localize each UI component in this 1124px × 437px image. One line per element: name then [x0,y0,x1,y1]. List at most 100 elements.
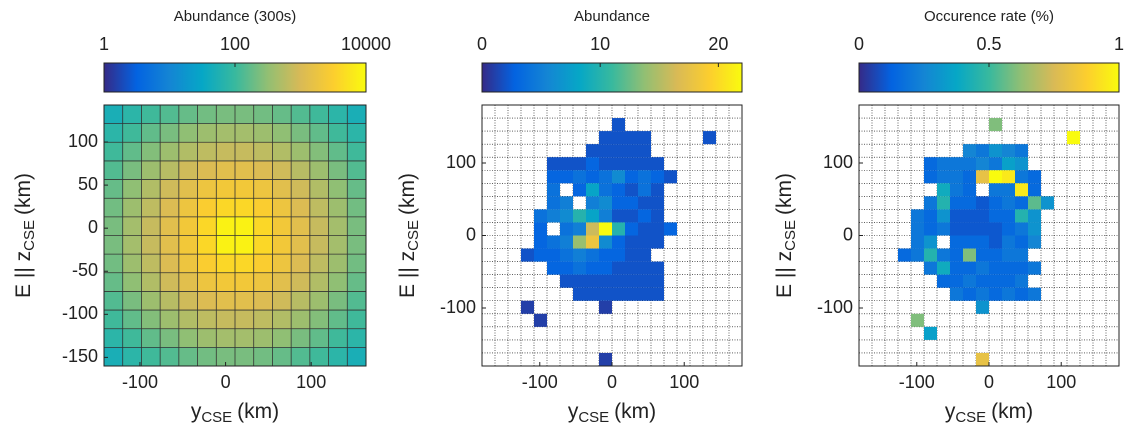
cell [573,209,586,223]
cell [328,105,348,124]
cell [347,105,367,124]
cell [560,235,573,249]
cell [328,254,348,274]
cell [1015,144,1028,158]
cell [1015,170,1028,184]
cell [638,287,651,301]
cell [560,170,573,184]
cell [573,222,586,236]
y-tick-label: 100 [68,131,98,151]
y-tick-label: -100 [817,297,853,317]
y-tick-label: -50 [72,260,98,280]
cell [197,235,217,255]
colorbar [103,62,367,93]
cell [612,209,625,223]
cell [599,235,612,249]
cell [291,254,311,274]
cell [141,142,161,162]
cell [104,179,124,199]
cell [1015,235,1028,249]
cell [272,198,292,218]
x-tick-label: 100 [669,372,699,392]
cell [963,274,976,288]
cell [976,222,989,236]
cell [937,170,950,184]
cell [638,183,651,197]
cell [651,196,664,210]
cell [328,198,348,218]
label-unit: (km) [237,400,279,423]
cell [309,179,329,199]
cell [586,287,599,301]
cell [1002,183,1015,197]
cell [141,347,161,367]
cell [141,254,161,274]
cell [178,310,198,330]
cell [328,235,348,255]
x-tick-label: -100 [122,372,158,392]
cell [573,183,586,197]
cell [122,142,142,162]
cell [347,328,367,348]
cell [309,160,329,180]
y-tick-label: -100 [440,297,476,317]
cell [937,157,950,171]
cell [976,196,989,210]
cell [272,105,292,124]
cell [976,352,989,366]
cell [197,179,217,199]
x-tick-label: 0 [607,372,617,392]
y-tick-label: -150 [62,346,98,366]
cell [950,170,963,184]
cell [347,272,367,292]
cell [547,196,560,210]
cell [235,254,255,274]
cell [963,209,976,223]
axis-label: E || zCSE (km) [12,173,38,298]
cell [534,222,547,236]
cell [272,347,292,367]
cell [309,347,329,367]
cell [197,123,217,143]
cell [534,209,547,223]
cell [1067,131,1080,145]
cell [976,261,989,275]
cell [599,183,612,197]
cell [160,235,180,255]
cell [1015,248,1028,262]
cell [976,300,989,314]
cell [272,160,292,180]
y-tick-label: 0 [466,224,476,244]
cell [272,235,292,255]
cell [547,183,560,197]
cell [253,123,273,143]
cell [612,248,625,262]
cell [963,222,976,236]
colorbar-label: Abundance (300s) [174,8,297,25]
cell [612,183,625,197]
y-tick-label: 0 [88,217,98,237]
cell [963,170,976,184]
cell [599,222,612,236]
cell [272,123,292,143]
cell [291,179,311,199]
cell [924,326,937,340]
cell [534,235,547,249]
label-sub: CSE [578,409,609,426]
cell [599,209,612,223]
cell [573,235,586,249]
axis-label: E || zCSE (km) [396,173,422,298]
cell [1002,235,1015,249]
cell [104,160,124,180]
cell [1002,287,1015,301]
cell [937,209,950,223]
cell [976,235,989,249]
cell [651,235,664,249]
cell [898,248,911,262]
cell [560,222,573,236]
cell [950,222,963,236]
cell [625,157,638,171]
cell [122,254,142,274]
cell [950,235,963,249]
cell [989,183,1002,197]
